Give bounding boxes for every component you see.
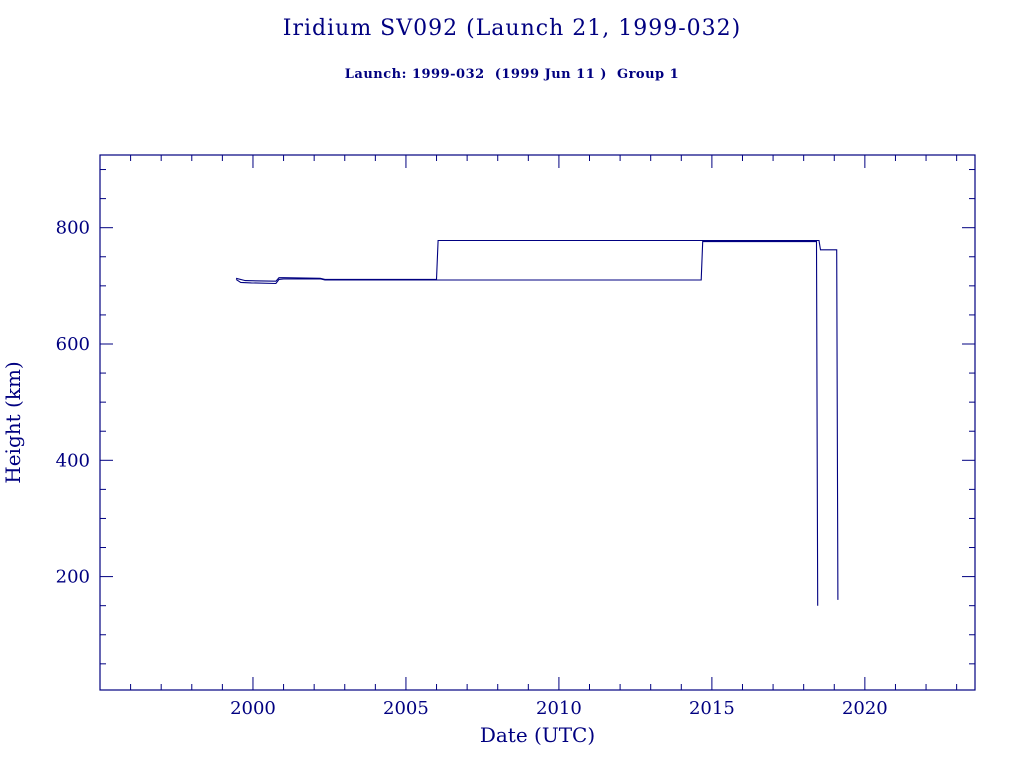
x-tick-label: 2000 [230,698,276,719]
x-tick-label: 2015 [689,698,735,719]
x-tick-label: 2005 [383,698,429,719]
y-tick-label: 200 [56,567,90,588]
chart-title: Iridium SV092 (Launch 21, 1999-032) [282,16,742,41]
x-axis-label: Date (UTC) [480,723,595,747]
x-tick-label: 2020 [842,698,888,719]
y-axis-label: Height (km) [1,361,25,483]
y-tick-label: 800 [56,218,90,239]
plot-frame [99,154,976,691]
y-tick-label: 600 [56,334,90,355]
series-apogee-line [235,239,839,600]
chart-subtitle: Launch: 1999-032 (1999 Jun 11 ) Group 1 [344,67,680,82]
x-tick-label: 2010 [536,698,582,719]
y-tick-label: 400 [56,450,90,471]
series-perigee-line [235,241,819,606]
